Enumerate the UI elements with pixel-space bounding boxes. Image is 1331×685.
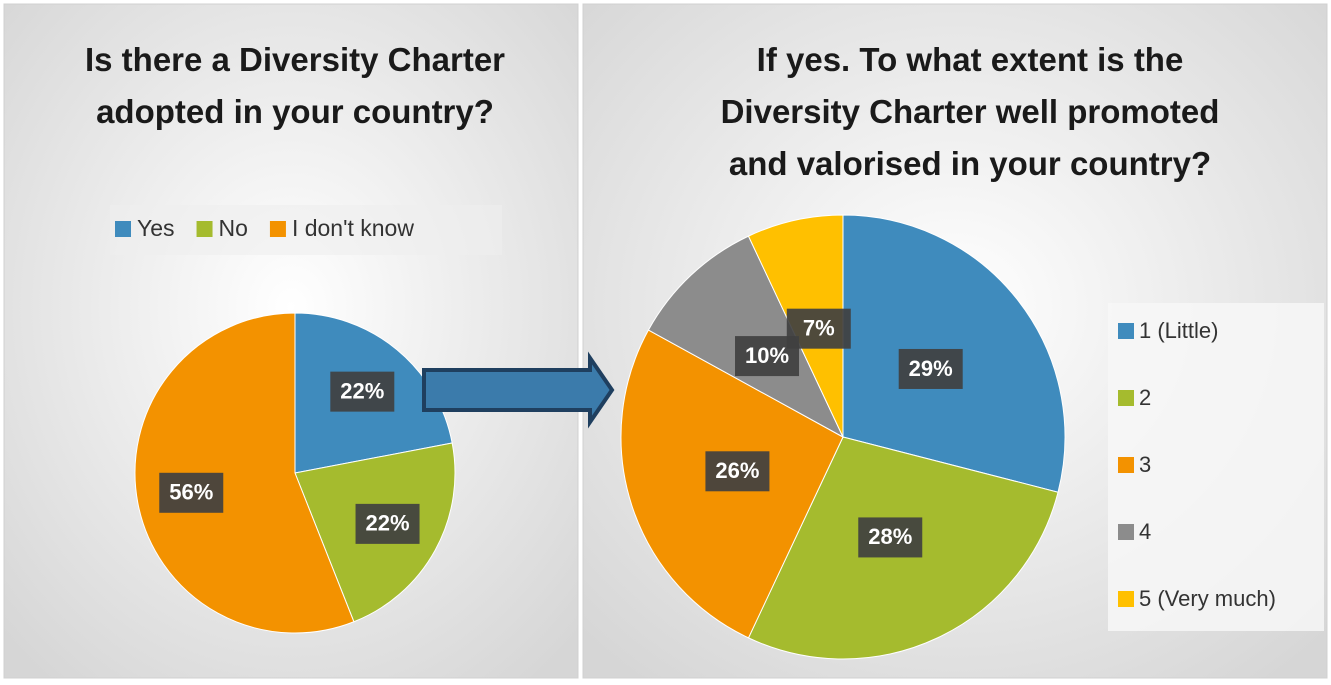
- legend-label: 1 (Little): [1139, 318, 1218, 343]
- data-label: 28%: [868, 524, 912, 549]
- data-label-box: [898, 348, 963, 389]
- data-label-box: [858, 517, 923, 558]
- legend-swatch: [196, 221, 213, 237]
- legend-swatch: [269, 221, 286, 237]
- data-label: 7%: [803, 315, 835, 340]
- legend-swatch: [1118, 457, 1134, 473]
- legend-label: No: [219, 215, 248, 241]
- data-label-box: [330, 371, 395, 412]
- data-label-box: [705, 451, 770, 492]
- legend-swatch: [1118, 524, 1134, 540]
- data-label: 26%: [715, 458, 759, 483]
- data-label-box: [159, 472, 224, 513]
- legend-swatch: [115, 221, 131, 237]
- data-label-box: [355, 503, 420, 544]
- legend-label: Yes: [137, 215, 175, 241]
- legend-box: [110, 205, 502, 255]
- legend-label: 2: [1139, 385, 1151, 410]
- data-label: 22%: [340, 378, 384, 403]
- data-label: 56%: [169, 480, 213, 505]
- data-label-box: [786, 308, 851, 349]
- legend-label: 3: [1139, 452, 1151, 477]
- chart-title: Is there a Diversity Charter adopted in …: [84, 41, 506, 130]
- data-label: 10%: [745, 343, 789, 368]
- data-label: 29%: [909, 356, 953, 381]
- arrow: [422, 351, 615, 429]
- legend-label: 5 (Very much): [1139, 586, 1276, 611]
- data-label: 22%: [366, 511, 410, 536]
- legend-swatch: [1118, 323, 1134, 339]
- legend-label: I don't know: [292, 215, 414, 241]
- legend-box: [1108, 303, 1324, 631]
- legend-swatch: [1118, 390, 1134, 406]
- legend-swatch: [1118, 591, 1134, 607]
- legend-label: 4: [1139, 519, 1151, 544]
- pie-slice: [134, 312, 355, 634]
- chart-title: If yes. To what extent is the Diversity …: [720, 41, 1220, 182]
